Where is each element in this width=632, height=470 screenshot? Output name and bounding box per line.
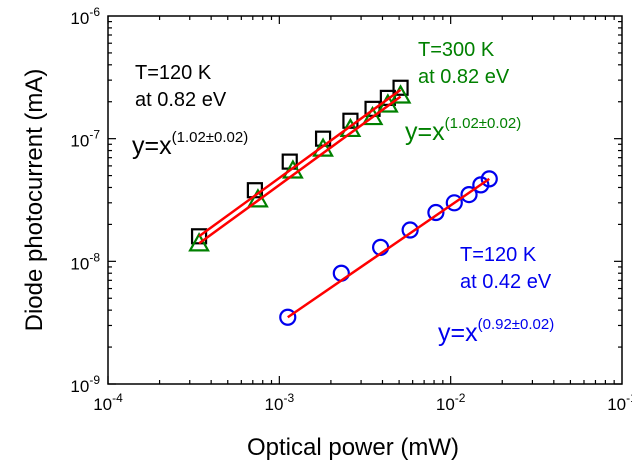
y-tick-label: 10-8 xyxy=(70,250,100,273)
annotation-blue-line2: at 0.42 eV xyxy=(460,271,552,293)
data-point-triangle xyxy=(312,137,334,157)
data-point-square xyxy=(392,79,409,96)
data-point-circle xyxy=(427,203,445,222)
data-point-triangle xyxy=(188,232,210,252)
formula-green: y=x(1.02±0.02) xyxy=(405,115,521,146)
data-point-circle xyxy=(401,221,419,239)
x-axis-title: Optical power (mW) xyxy=(247,434,459,461)
data-point-circle xyxy=(332,264,350,282)
data-point-triangle xyxy=(339,117,362,138)
x-tick-label: 10-1 xyxy=(607,391,632,414)
y-tick-label: 10-6 xyxy=(70,5,100,28)
data-point-triangle xyxy=(282,159,304,179)
formula-black: y=x(1.02±0.02) xyxy=(132,129,248,160)
data-point-circle xyxy=(279,308,297,326)
x-tick-label: 10-2 xyxy=(436,391,466,414)
data-point-circle xyxy=(480,170,498,188)
fit-line-triangle xyxy=(198,95,402,245)
x-tick-label: 10-3 xyxy=(265,391,295,414)
fit-line-circle xyxy=(287,177,490,319)
annotation-black-line2: at 0.82 eV xyxy=(135,89,227,111)
x-tick-label: 10-4 xyxy=(93,391,123,414)
annotation-green-line2: at 0.82 eV xyxy=(418,66,510,88)
data-point-triangle xyxy=(361,105,384,126)
formula-blue: y=x(0.92±0.02) xyxy=(438,316,554,347)
y-tick-label: 10-7 xyxy=(70,128,100,151)
annotation-blue-line1: T=120 K xyxy=(460,244,537,266)
data-point-circle xyxy=(460,185,478,204)
y-axis-title: Diode photocurrent (mA) xyxy=(21,69,48,332)
y-tick-label: 10-9 xyxy=(70,373,100,396)
annotation-green-line1: T=300 K xyxy=(418,39,495,61)
data-point-circle xyxy=(445,194,463,212)
plot-frame xyxy=(107,15,623,385)
fit-line-square xyxy=(198,88,402,238)
annotation-black-line1: T=120 K xyxy=(135,62,212,84)
